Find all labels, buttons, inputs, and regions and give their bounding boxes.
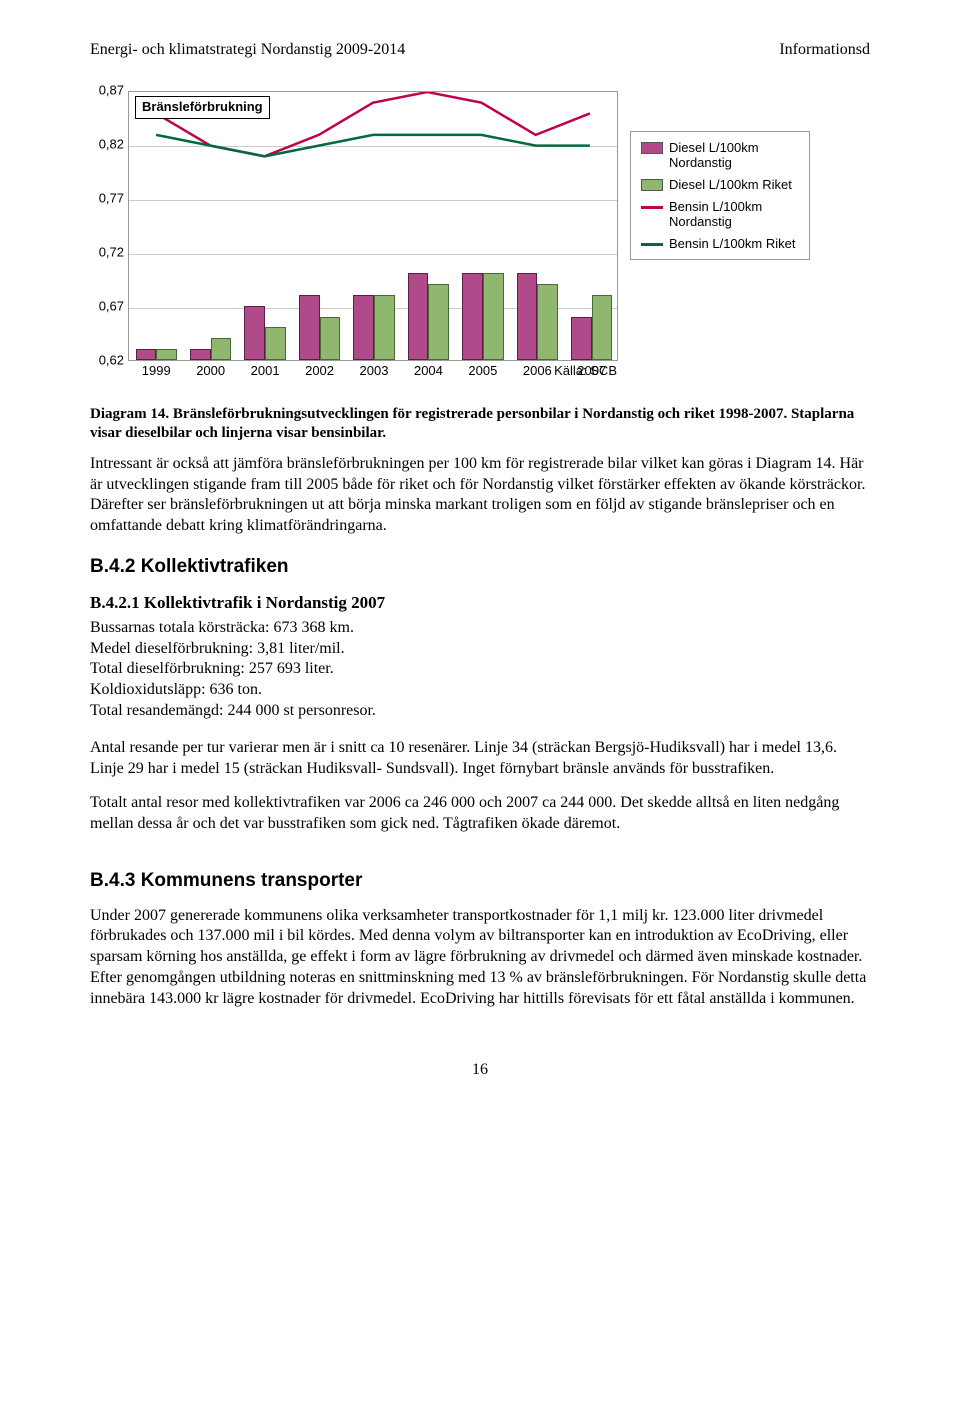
legend-item: Bensin L/100km Riket	[641, 236, 799, 252]
chart-bar	[517, 273, 538, 359]
chart-y-label: 0,77	[90, 190, 124, 207]
page-number: 16	[90, 1060, 870, 1081]
legend-swatch	[641, 206, 663, 209]
chart-y-label: 0,87	[90, 82, 124, 99]
chart-bar	[408, 273, 429, 359]
chart-plot-area: Bränsleförbrukning 199920002001200220032…	[128, 91, 618, 361]
chart-bar	[592, 295, 613, 360]
chart-title: Bränsleförbrukning	[135, 96, 270, 119]
legend-item: Bensin L/100km Nordanstig	[641, 199, 799, 230]
chart-x-label: 2000	[196, 363, 225, 380]
chart-y-label: 0,82	[90, 136, 124, 153]
section-b43-heading: B.4.3 Kommunens transporter	[90, 869, 870, 894]
chart-y-label: 0,67	[90, 298, 124, 315]
chart-x-label: 2006	[523, 363, 552, 380]
stat-line: Total dieselförbrukning: 257 693 liter.	[90, 659, 870, 680]
chart-gridline	[129, 254, 617, 255]
chart-y-label: 0,62	[90, 352, 124, 369]
subsection-b421-heading: B.4.2.1 Kollektivtrafik i Nordanstig 200…	[90, 592, 870, 614]
stat-line: Bussarnas totala körsträcka: 673 368 km.	[90, 618, 870, 639]
stat-line: Koldioxidutsläpp: 636 ton.	[90, 680, 870, 701]
chart-gridline	[129, 200, 617, 201]
chart-bar	[299, 295, 320, 360]
chart-x-label: 2003	[360, 363, 389, 380]
legend-label: Diesel L/100km Nordanstig	[669, 140, 799, 171]
chart-bar	[483, 273, 504, 359]
paragraph-intro: Intressant är också att jämföra bränslef…	[90, 454, 870, 537]
section-b42-heading: B.4.2 Kollektivtrafiken	[90, 555, 870, 580]
chart-legend: Diesel L/100km Nordanstig Diesel L/100km …	[630, 131, 810, 261]
legend-label: Bensin L/100km Nordanstig	[669, 199, 799, 230]
bus-stats-block: Bussarnas totala körsträcka: 673 368 km.…	[90, 618, 870, 722]
chart-bar	[428, 284, 449, 360]
legend-label: Bensin L/100km Riket	[669, 236, 795, 252]
chart-bar	[571, 317, 592, 360]
chart-x-label: 2002	[305, 363, 334, 380]
legend-swatch	[641, 142, 663, 154]
chart-x-label: 2005	[468, 363, 497, 380]
chart-bar	[320, 317, 341, 360]
chart-bar	[156, 349, 177, 360]
chart-x-label: 1999	[142, 363, 171, 380]
page-header: Energi- och klimatstrategi Nordanstig 20…	[90, 40, 870, 61]
legend-item: Diesel L/100km Riket	[641, 177, 799, 193]
fuel-consumption-chart: Bränsleförbrukning 1999 2000 2001 2002 2003 2…	[90, 91, 870, 381]
stat-line: Medel dieselförbrukning: 3,81 liter/mil.	[90, 639, 870, 660]
chart-bar	[190, 349, 211, 360]
chart-x-label: 2001	[251, 363, 280, 380]
chart-y-label: 0,72	[90, 244, 124, 261]
legend-item: Diesel L/100km Nordanstig	[641, 140, 799, 171]
stat-line: Total resandemängd: 244 000 st personres…	[90, 701, 870, 722]
para-b42-b: Totalt antal resor med kollektivtrafiken…	[90, 793, 870, 835]
chart-bar	[136, 349, 157, 360]
chart-caption: Diagram 14. Bränsleförbrukningsutvecklin…	[90, 405, 870, 444]
chart-source: Källa: SCB	[554, 363, 617, 380]
legend-label: Diesel L/100km Riket	[669, 177, 792, 193]
chart-bar	[462, 273, 483, 359]
chart-bar	[537, 284, 558, 360]
legend-swatch	[641, 243, 663, 246]
header-right: Informationsd	[779, 40, 870, 61]
chart-bar	[265, 327, 286, 359]
chart-gridline	[129, 146, 617, 147]
chart-bar	[244, 306, 265, 360]
chart-bar	[353, 295, 374, 360]
header-left: Energi- och klimatstrategi Nordanstig 20…	[90, 40, 405, 61]
chart-bar	[374, 295, 395, 360]
chart-bar	[211, 338, 232, 360]
chart-x-label: 2004	[414, 363, 443, 380]
para-b42-a: Antal resande per tur varierar men är i …	[90, 738, 870, 780]
para-b43: Under 2007 genererade kommunens olika ve…	[90, 906, 870, 1010]
legend-swatch	[641, 179, 663, 191]
